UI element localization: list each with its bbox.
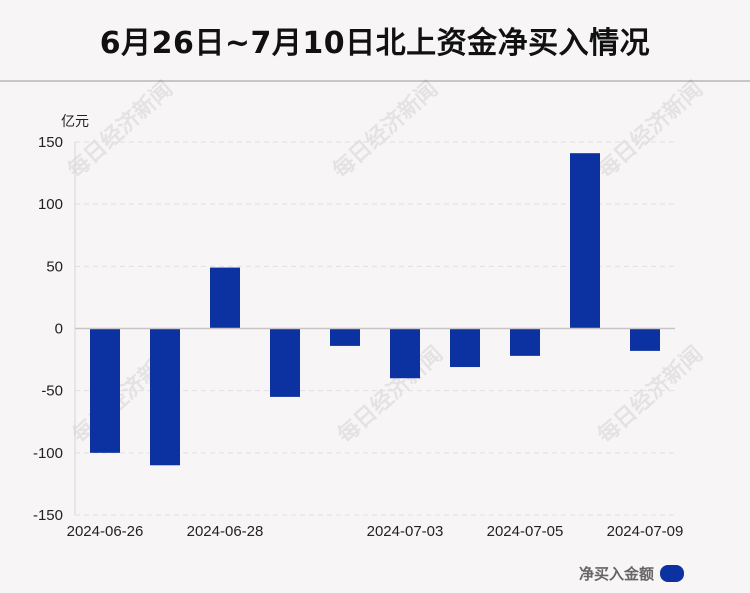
- watermark-text: 每日经济新闻: [328, 76, 444, 184]
- x-tick-label: 2024-06-28: [187, 523, 264, 540]
- legend-label: 净买入金额: [578, 565, 654, 583]
- bar-2024-07-09: [630, 328, 660, 351]
- y-tick-label: 100: [38, 196, 63, 213]
- y-tick-label: 50: [46, 258, 63, 275]
- bar-2024-07-01: [270, 328, 300, 397]
- bar-2024-06-27: [150, 328, 180, 466]
- x-tick-label: 2024-07-09: [607, 523, 684, 540]
- y-axis-unit-label: 亿元: [61, 114, 89, 130]
- bar-2024-07-03: [390, 328, 420, 379]
- bar-2024-06-26: [90, 328, 120, 453]
- y-tick-label: -50: [41, 383, 63, 400]
- x-tick-label: 2024-07-03: [367, 523, 444, 540]
- bar-2024-07-04: [450, 328, 480, 368]
- legend: 净买入金额: [579, 563, 684, 584]
- watermark-text: 每日经济新闻: [593, 341, 709, 449]
- bars: [90, 153, 660, 466]
- chart-title: 6月26日~7月10日北上资金净买入情况: [99, 26, 651, 61]
- y-tick-label: -150: [33, 507, 63, 524]
- bar-2024-07-02: [330, 328, 360, 346]
- y-tick-label: 0: [55, 321, 63, 338]
- bar-2024-07-05: [510, 328, 540, 356]
- x-tick-label: 2024-07-05: [487, 523, 564, 540]
- y-tick-label: -100: [33, 445, 63, 462]
- bar-2024-07-08: [570, 153, 600, 329]
- legend-swatch: [660, 565, 684, 582]
- watermark-text: 每日经济新闻: [593, 76, 709, 184]
- title-divider: [0, 80, 750, 82]
- bar-2024-06-28: [210, 267, 240, 329]
- y-tick-label: 150: [38, 134, 63, 151]
- x-tick-label: 2024-06-26: [67, 523, 144, 540]
